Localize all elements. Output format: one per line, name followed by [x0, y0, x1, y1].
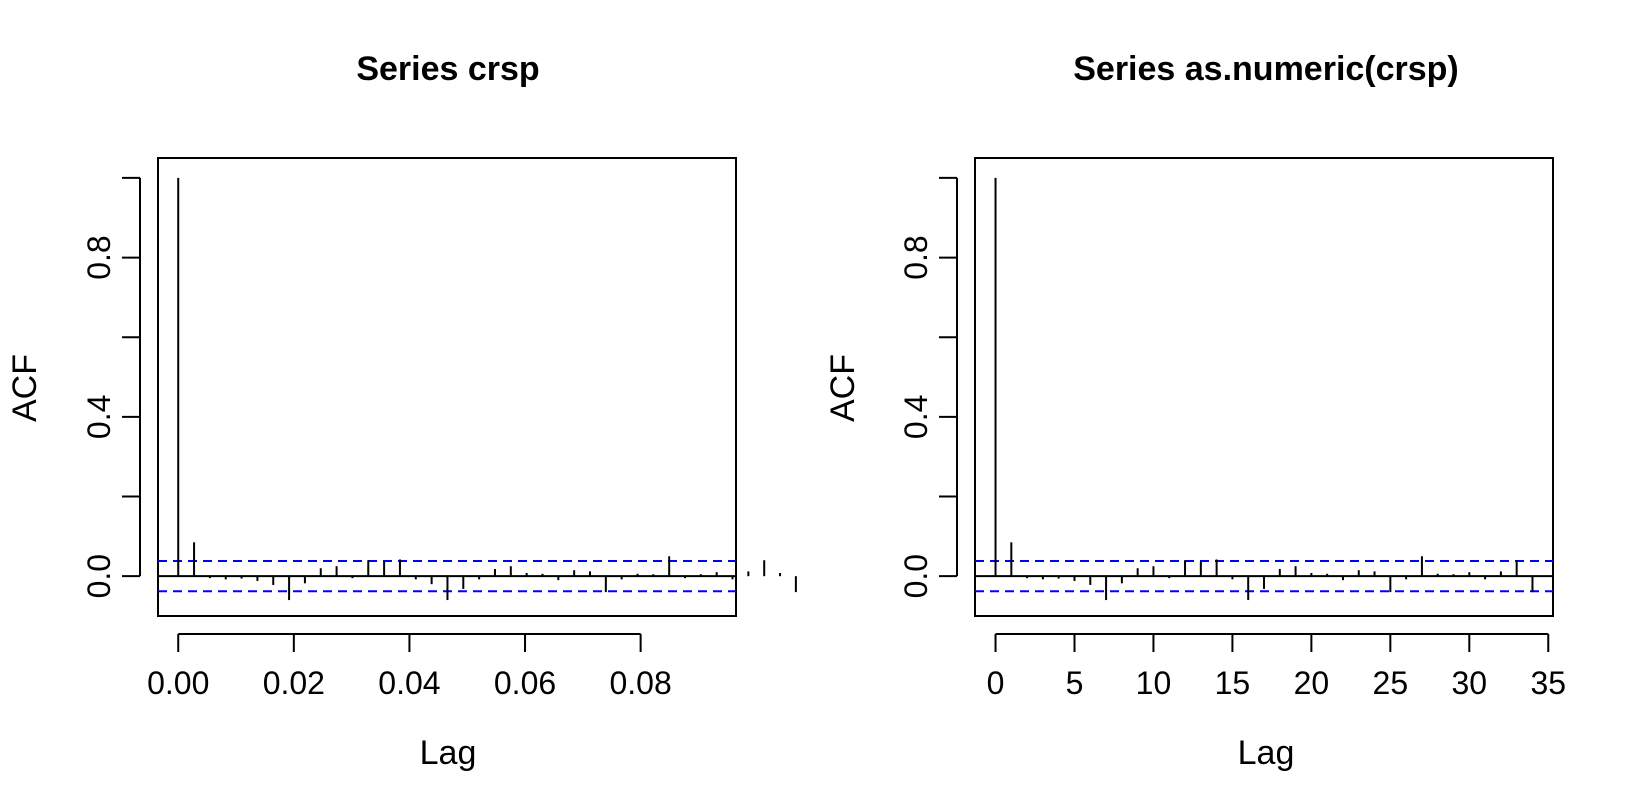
y-axis-label: ACF: [824, 354, 862, 422]
y-tick-label: 0.8: [81, 235, 117, 279]
x-tick-label: 20: [1294, 665, 1330, 701]
acf-panel-crsp: Series crsp Lag ACF 0.00.40.80.00 0.02 0.0…: [6, 50, 797, 772]
x-tick-label: 5: [1066, 665, 1084, 701]
x-tick-label: 0.00: [147, 665, 209, 701]
x-tick-label: 0.06: [494, 665, 556, 701]
chart-title: Series as.numeric(crsp): [1073, 50, 1459, 88]
x-tick-label: 0.02: [263, 665, 325, 701]
x-tick-label: 0.04: [378, 665, 440, 701]
x-tick-label: 10: [1136, 665, 1172, 701]
y-tick-label: 0.8: [898, 235, 934, 279]
x-tick-label: 0.08: [609, 665, 671, 701]
plot-marks: 0.0 0.4 0.8 0 5 10 15 20 25 30 35: [898, 157, 1566, 701]
chart-title: Series crsp: [356, 50, 539, 88]
y-axis-label: ACF: [6, 354, 44, 422]
plot-frame: [974, 157, 1554, 617]
x-tick-label: 15: [1215, 665, 1251, 701]
y-tick-label: 0.0: [81, 554, 117, 598]
y-tick-label: 0.4: [81, 395, 117, 439]
x-axis-label: Lag: [1238, 734, 1295, 772]
plot-marks: 0.0 0.4 0.8 0.00 0.02 0.04 0.06 0.08: [81, 157, 797, 701]
y-tick-label: 0.4: [898, 395, 934, 439]
acf-panel-as-numeric-crsp: Series as.numeric(crsp) Lag ACF 0.00.40.…: [824, 50, 1566, 772]
x-tick-label: 0: [987, 665, 1005, 701]
x-tick-label: 35: [1530, 665, 1566, 701]
x-tick-label: 25: [1373, 665, 1409, 701]
x-tick-label: 30: [1452, 665, 1488, 701]
y-tick-label: 0.0: [898, 554, 934, 598]
x-axis-label: Lag: [420, 734, 477, 772]
plot-frame: [157, 157, 737, 617]
